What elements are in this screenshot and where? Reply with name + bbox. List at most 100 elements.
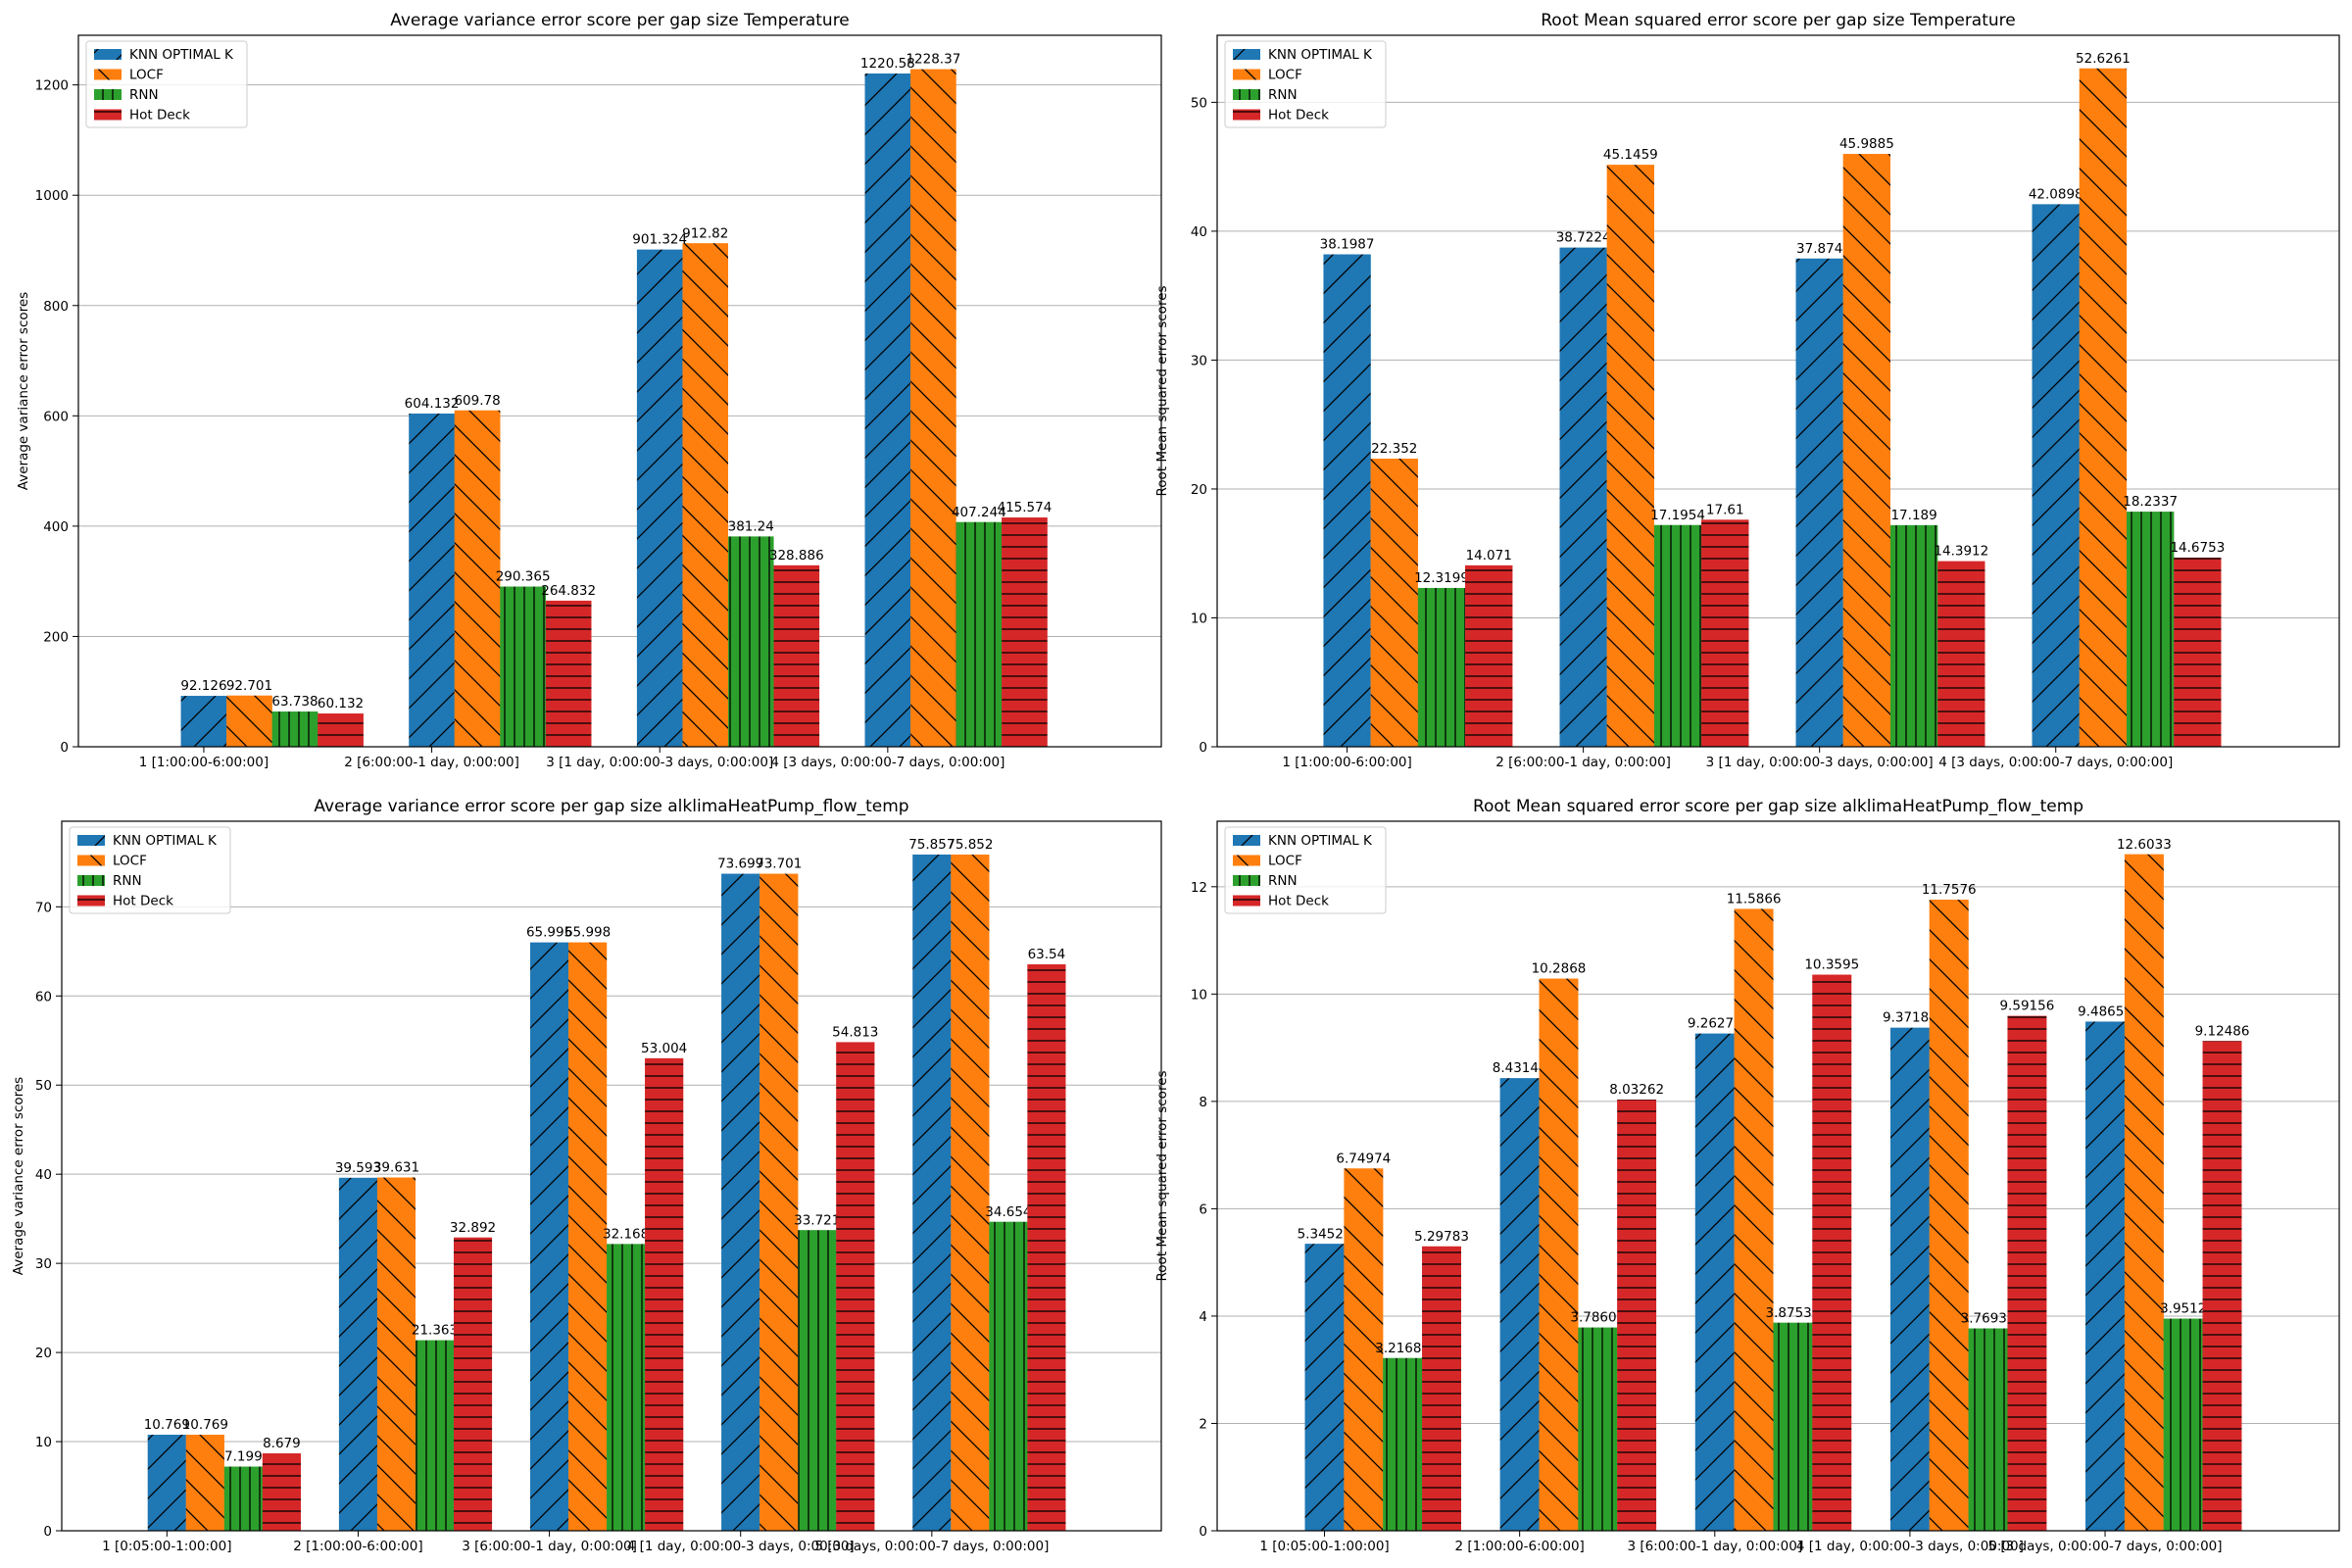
bar-value-label: 32.892 — [450, 1220, 496, 1236]
bar-value-label: 10.769 — [144, 1417, 190, 1433]
bar-hatch — [645, 1057, 684, 1531]
bar-hatch — [1795, 258, 1843, 747]
y-tick-label: 0 — [43, 1524, 52, 1540]
y-tick-label: 0 — [1199, 1524, 1207, 1540]
legend-label: RNN — [1268, 87, 1298, 103]
legend-label: KNN OPTIMAL K — [1268, 833, 1373, 849]
bar-hatch — [836, 1042, 875, 1531]
bar-hatch — [409, 414, 455, 747]
bar-hatch — [682, 243, 728, 748]
bar-value-label: 604.132 — [405, 396, 460, 412]
bar-hatch — [1304, 1244, 1345, 1531]
chart-title: Average variance error score per gap siz… — [390, 11, 850, 30]
bar-hatch — [1890, 1027, 1930, 1531]
legend-label: LOCF — [113, 854, 147, 869]
bar-hatch — [318, 713, 364, 747]
legend-swatch-hatch — [77, 835, 105, 846]
y-axis-label: Root Mean squared error scores — [1154, 285, 1170, 496]
legend-label: RNN — [129, 87, 159, 103]
legend-swatch-hatch — [94, 109, 122, 121]
bar-value-label: 22.352 — [1371, 441, 1417, 457]
bar-value-label: 33.721 — [794, 1212, 840, 1228]
y-tick-label: 2 — [1199, 1416, 1207, 1432]
bar-value-label: 65.998 — [564, 925, 611, 941]
bar-value-label: 407.244 — [952, 505, 1006, 520]
bar-value-label: 39.593 — [335, 1160, 381, 1176]
y-tick-label: 0 — [60, 740, 69, 756]
bar-hatch — [728, 536, 774, 747]
bar-hatch — [147, 1435, 186, 1531]
legend-swatch-hatch — [77, 895, 105, 906]
legend-label: Hot Deck — [129, 108, 190, 123]
legend: KNN OPTIMAL K LOCF RNN Hot Deck — [1224, 826, 1387, 914]
x-tick-label: 3 [6:00:00-1 day, 0:00:00] — [1627, 1539, 1802, 1554]
bar-value-label: 11.7576 — [1922, 882, 1977, 898]
y-tick-label: 50 — [35, 1078, 52, 1094]
y-tick-label: 800 — [43, 299, 69, 315]
y-tick-label: 50 — [1191, 95, 1207, 111]
x-tick-label: 5 [3 days, 0:00:00-7 days, 0:00:00] — [814, 1539, 1049, 1554]
bar-value-label: 381.24 — [728, 518, 774, 534]
x-tick-label: 4 [1 day, 0:00:00-3 days, 0:00:00] — [627, 1539, 855, 1554]
x-tick-label: 4 [3 days, 0:00:00-7 days, 0:00:00] — [1938, 755, 2173, 770]
bar-value-label: 39.631 — [373, 1160, 419, 1176]
bar-hatch — [1812, 974, 1852, 1531]
bar-hatch — [798, 1230, 837, 1531]
y-axis-label: Average variance error scores — [16, 292, 31, 490]
legend-label: Hot Deck — [1268, 894, 1329, 909]
bar-value-label: 45.1459 — [1603, 147, 1658, 163]
y-tick-label: 200 — [43, 629, 69, 645]
bar-value-label: 328.886 — [769, 548, 824, 564]
bar-value-label: 6.74974 — [1336, 1151, 1391, 1166]
y-axis-label: Root Mean squared error scores — [1154, 1070, 1170, 1281]
y-tick-label: 30 — [1191, 353, 1207, 368]
legend-label: Hot Deck — [1268, 108, 1329, 123]
bar-hatch — [864, 74, 911, 748]
x-tick-label: 3 [1 day, 0:00:00-3 days, 0:00:00] — [1706, 755, 1934, 770]
bar-value-label: 12.6033 — [2117, 837, 2172, 853]
bar-hatch — [1734, 908, 1774, 1531]
chart-title: Root Mean squared error score per gap si… — [1541, 11, 2016, 30]
bar-value-label: 11.5866 — [1727, 891, 1782, 906]
bar-hatch — [1417, 587, 1466, 747]
legend-label: KNN OPTIMAL K — [1268, 47, 1373, 63]
bar-value-label: 63.54 — [1028, 947, 1066, 962]
bar-hatch — [530, 942, 569, 1531]
bar-value-label: 609.78 — [454, 393, 500, 409]
y-tick-label: 20 — [1191, 482, 1207, 498]
y-tick-label: 4 — [1199, 1309, 1207, 1325]
x-tick-label: 2 [1:00:00-6:00:00] — [293, 1539, 422, 1554]
bar-hatch — [721, 873, 760, 1531]
bar-hatch — [568, 942, 608, 1531]
bar-hatch — [2127, 512, 2175, 747]
bar-value-label: 17.1954 — [1650, 508, 1705, 523]
bar-hatch — [773, 564, 820, 747]
x-tick-label: 3 [1 day, 0:00:00-3 days, 0:00:00] — [546, 755, 773, 770]
axes-frame — [77, 34, 1162, 748]
bar-hatch — [1002, 517, 1048, 747]
bar-value-label: 264.832 — [541, 583, 596, 599]
bar-hatch — [2079, 68, 2128, 748]
bar-hatch — [1968, 1328, 2008, 1531]
bar-value-label: 65.995 — [526, 925, 572, 941]
chart-avg-variance-temperature: 92.126 604.132 901.324 1220.58 92.701 609.78 9… — [16, 11, 1162, 770]
bar-value-label: 8.43143 — [1493, 1060, 1547, 1076]
y-tick-label: 10 — [1191, 987, 1207, 1003]
bar-value-label: 9.59156 — [1999, 999, 2054, 1014]
legend-label: LOCF — [1268, 68, 1302, 83]
bar-hatch — [454, 1237, 493, 1531]
x-tick-label: 1 [1:00:00-6:00:00] — [1282, 755, 1411, 770]
y-axis-label: Average variance error scores — [11, 1077, 26, 1275]
legend-swatch-hatch — [1233, 895, 1260, 906]
legend-label: KNN OPTIMAL K — [129, 47, 234, 63]
axes-frame — [1216, 820, 2340, 1532]
bar-value-label: 415.574 — [998, 500, 1053, 515]
bar-hatch — [2085, 1021, 2125, 1531]
bar-hatch — [545, 600, 592, 747]
legend: KNN OPTIMAL K LOCF RNN Hot Deck — [69, 826, 231, 914]
bar-value-label: 32.168 — [603, 1226, 649, 1242]
x-tick-label: 1 [1:00:00-6:00:00] — [139, 755, 269, 770]
bar-hatch — [2174, 557, 2222, 747]
bar-hatch — [1323, 254, 1371, 747]
bar-value-label: 9.26277 — [1688, 1016, 1742, 1032]
